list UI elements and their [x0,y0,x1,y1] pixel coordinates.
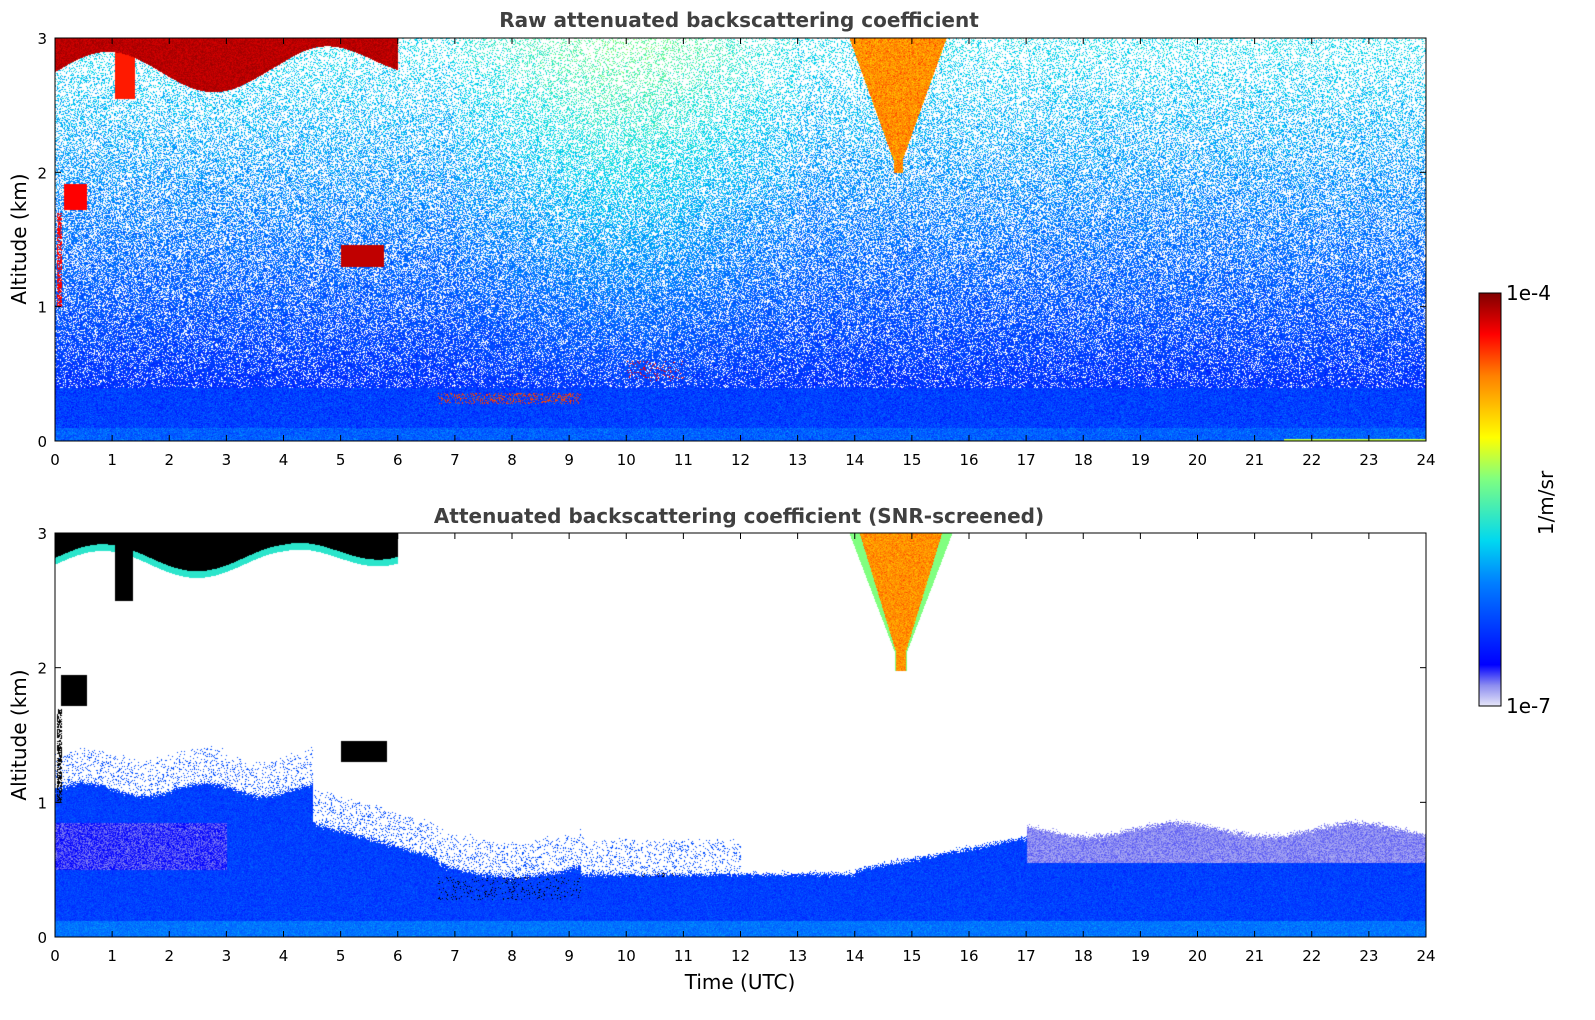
y-tick-label: 0 [37,433,47,451]
x-tick-label: 22 [1302,451,1321,469]
x-tick-label: 14 [845,451,864,469]
x-tick-label: 16 [959,451,978,469]
x-tick-label: 0 [50,451,60,469]
x-tick-label: 12 [731,451,750,469]
chart-title: Raw attenuated backscattering coefficien… [499,8,979,32]
y-tick-label: 3 [37,525,47,543]
x-tick-label: 6 [393,451,403,469]
y-axis-label: Altitude (km) [7,173,31,304]
y-tick-label: 2 [37,660,47,678]
y-tick-label: 0 [37,929,47,947]
x-tick-label: 19 [1131,947,1150,965]
x-tick-label: 21 [1245,451,1264,469]
heatmap-canvas [55,38,1426,441]
snr-screened-panel: Attenuated backscattering coefficient (S… [7,504,1436,994]
x-tick-label: 5 [336,451,346,469]
x-tick-label: 9 [564,947,574,965]
x-tick-label: 18 [1074,451,1093,469]
x-tick-label: 18 [1074,947,1093,965]
x-tick-label: 23 [1359,947,1378,965]
colorbar-unit-label: 1/m/sr [1534,470,1558,535]
x-tick-label: 11 [674,947,693,965]
x-tick-label: 12 [731,947,750,965]
x-tick-label: 4 [279,451,289,469]
x-tick-label: 15 [902,451,921,469]
x-tick-label: 1 [107,947,117,965]
x-tick-label: 9 [564,451,574,469]
x-axis-ticks: 0 1 2 3 4 5 6 7 8 9 10 11 12 13 14 15 16 17 18 19 20 21 22 23 24 [50,533,1436,965]
heatmap-canvas [55,533,1426,937]
x-tick-label: 5 [336,947,346,965]
colorbar-min-label: 1e-7 [1506,694,1551,718]
x-tick-label: 21 [1245,947,1264,965]
x-tick-label: 3 [222,947,232,965]
x-tick-label: 2 [164,947,174,965]
x-tick-label: 1 [107,451,117,469]
colorbar: 1e-4 1e-7 1/m/sr [1478,281,1558,718]
x-tick-label: 10 [617,451,636,469]
x-tick-label: 20 [1188,451,1207,469]
y-tick-label: 1 [37,794,47,812]
x-tick-label: 23 [1359,451,1378,469]
y-axis-ticks: 0 1 2 3 [37,525,1426,947]
x-tick-label: 13 [788,947,807,965]
x-tick-label: 17 [1017,947,1036,965]
heatmap-area [55,533,1426,937]
y-axis-label: Altitude (km) [7,669,31,800]
x-tick-label: 22 [1302,947,1321,965]
raw-backscatter-panel: Raw attenuated backscattering coefficien… [7,8,1436,469]
x-tick-label: 16 [959,947,978,965]
x-tick-label: 24 [1416,947,1435,965]
chart-title: Attenuated backscattering coefficient (S… [434,504,1044,528]
x-tick-label: 17 [1017,451,1036,469]
x-tick-label: 24 [1416,451,1435,469]
x-tick-label: 19 [1131,451,1150,469]
heatmap-area [55,38,1426,441]
y-tick-label: 3 [37,30,47,48]
y-tick-label: 2 [37,164,47,182]
x-tick-label: 6 [393,947,403,965]
x-axis-ticks: 0 1 2 3 4 5 6 7 8 9 10 11 12 13 14 15 16 17 18 19 20 21 22 23 24 [50,38,1436,469]
x-tick-label: 2 [164,451,174,469]
x-tick-label: 7 [450,947,460,965]
x-tick-label: 20 [1188,947,1207,965]
x-tick-label: 0 [50,947,60,965]
x-tick-label: 8 [507,451,517,469]
colorbar-max-label: 1e-4 [1506,281,1551,305]
x-tick-label: 4 [279,947,289,965]
x-tick-label: 7 [450,451,460,469]
x-tick-label: 11 [674,451,693,469]
x-tick-label: 3 [222,451,232,469]
y-axis-ticks: 0 1 2 3 [37,30,1426,451]
colorbar-gradient [1478,292,1502,707]
x-tick-label: 13 [788,451,807,469]
x-tick-label: 8 [507,947,517,965]
x-tick-label: 10 [617,947,636,965]
x-tick-label: 15 [902,947,921,965]
y-tick-label: 1 [37,299,47,317]
x-axis-label: Time (UTC) [684,970,796,994]
x-tick-label: 14 [845,947,864,965]
